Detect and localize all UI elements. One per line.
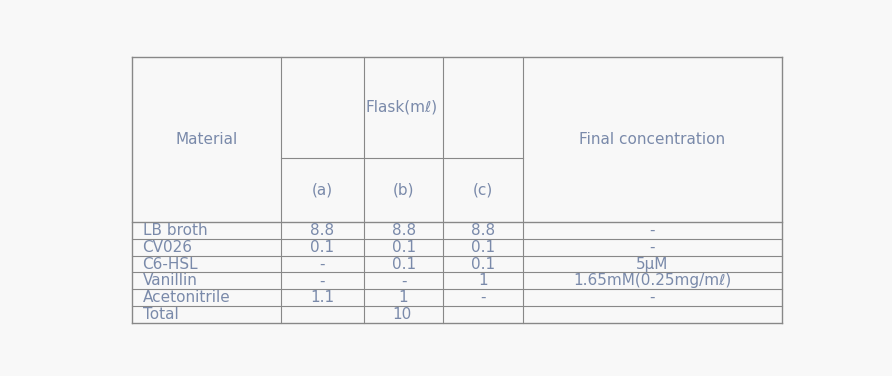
Text: 1.1: 1.1 (310, 290, 334, 305)
Text: LB broth: LB broth (143, 223, 207, 238)
Text: 1: 1 (399, 290, 409, 305)
Text: 1: 1 (478, 273, 488, 288)
Text: 0.1: 0.1 (471, 256, 495, 271)
Text: 0.1: 0.1 (392, 240, 416, 255)
Text: (b): (b) (392, 182, 414, 197)
Text: 1.65mM(0.25mg/mℓ): 1.65mM(0.25mg/mℓ) (574, 273, 731, 288)
Text: 8.8: 8.8 (392, 223, 416, 238)
Text: (c): (c) (473, 182, 493, 197)
Text: 10: 10 (392, 307, 411, 322)
Text: 5μM: 5μM (636, 256, 669, 271)
Text: 0.1: 0.1 (310, 240, 334, 255)
Text: C6-HSL: C6-HSL (143, 256, 198, 271)
Text: Vanillin: Vanillin (143, 273, 197, 288)
Text: CV026: CV026 (143, 240, 193, 255)
Text: -: - (649, 223, 656, 238)
Text: Flask(mℓ): Flask(mℓ) (366, 100, 438, 115)
Text: (a): (a) (312, 182, 333, 197)
Text: -: - (319, 256, 325, 271)
Text: Final concentration: Final concentration (580, 132, 725, 147)
Text: Total: Total (143, 307, 178, 322)
Text: -: - (480, 290, 486, 305)
Text: -: - (401, 273, 407, 288)
Text: 0.1: 0.1 (471, 240, 495, 255)
Text: 8.8: 8.8 (310, 223, 334, 238)
Text: Acetonitrile: Acetonitrile (143, 290, 230, 305)
Text: Material: Material (176, 132, 237, 147)
Text: 0.1: 0.1 (392, 256, 416, 271)
Text: 8.8: 8.8 (471, 223, 495, 238)
Text: -: - (649, 290, 656, 305)
Text: -: - (649, 240, 656, 255)
Text: -: - (319, 273, 325, 288)
